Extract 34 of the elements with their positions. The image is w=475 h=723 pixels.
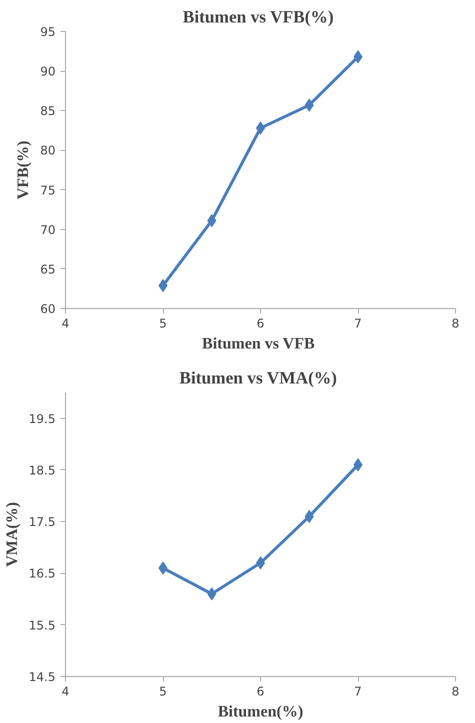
x-tick-label: 7 <box>354 684 362 698</box>
x-tick-label: 4 <box>62 316 70 330</box>
x-tick-label: 8 <box>452 684 460 698</box>
y-tick-label: 60 <box>40 302 56 316</box>
point <box>207 214 216 228</box>
y-tick-label: 80 <box>40 144 56 158</box>
y-tick-label: 65 <box>40 262 56 276</box>
x-tick-label: 7 <box>354 316 362 330</box>
x-tick-label: 6 <box>256 316 264 330</box>
x-tick-label: 4 <box>62 684 70 698</box>
x-tick-label: 8 <box>452 316 460 330</box>
point <box>207 587 216 600</box>
x-tick-label: 6 <box>256 684 264 698</box>
y-tick-label: 70 <box>40 222 56 237</box>
y-tick-label: 19.5 <box>28 412 56 426</box>
y-tick-label: 18.5 <box>28 463 56 478</box>
y-axis-title: VMA(%) <box>4 502 21 567</box>
y-axis-title: VFB(%) <box>15 140 32 200</box>
y-tick-label: 90 <box>40 64 56 79</box>
y-tick-label: 95 <box>40 25 56 39</box>
x-axis-title: Bitumen(%) <box>218 704 304 720</box>
x-tick-label: 5 <box>159 684 167 698</box>
x-axis-title: Bitumen vs VFB <box>202 336 315 352</box>
y-tick-label: 85 <box>40 104 56 118</box>
point <box>304 510 314 523</box>
chart-title: Bitumen vs VFB(%) <box>182 8 334 26</box>
y-tick-label: 15.5 <box>28 618 56 632</box>
y-tick-label: 17.5 <box>28 515 56 530</box>
chart-title: Bitumen vs VMA(%) <box>179 368 338 388</box>
y-tick-label: 14.5 <box>28 670 56 684</box>
x-tick-label: 5 <box>159 316 167 330</box>
y-tick-label: 75 <box>40 183 56 198</box>
point <box>304 98 314 112</box>
y-tick-label: 16.5 <box>28 566 56 581</box>
